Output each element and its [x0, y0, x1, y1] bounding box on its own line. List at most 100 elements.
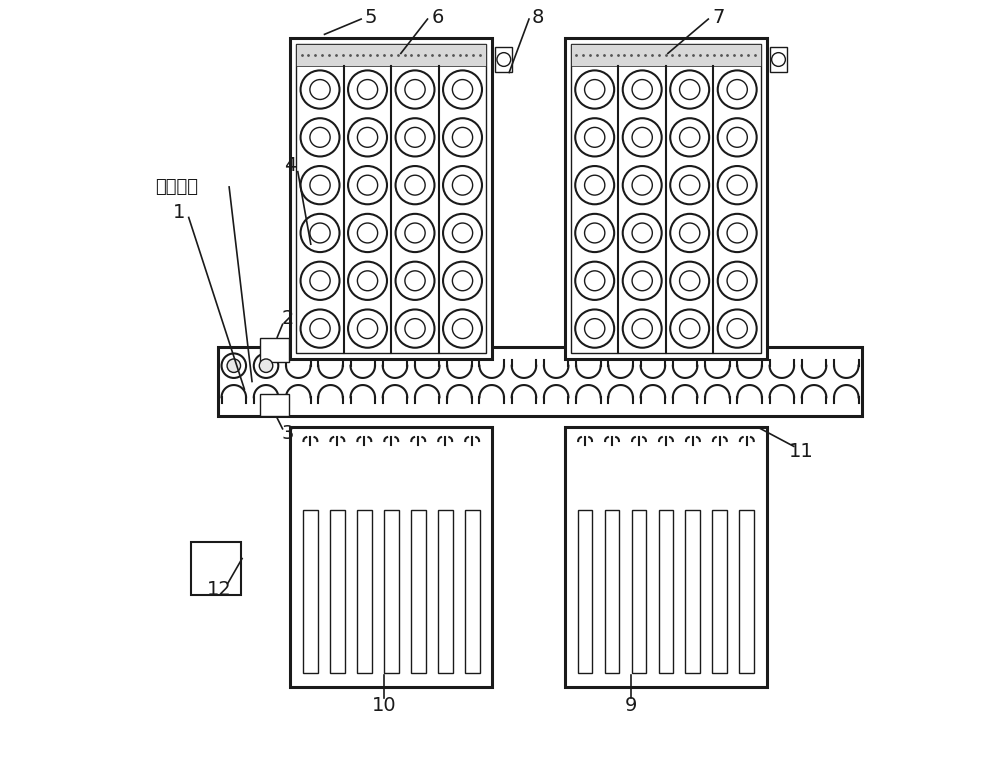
- Ellipse shape: [348, 70, 387, 108]
- Ellipse shape: [357, 175, 378, 195]
- Circle shape: [222, 353, 246, 378]
- Ellipse shape: [632, 79, 652, 99]
- Bar: [495, 47, 512, 72]
- Ellipse shape: [443, 214, 482, 252]
- Text: 12: 12: [207, 580, 232, 598]
- Bar: [296, 44, 486, 353]
- Ellipse shape: [727, 175, 747, 195]
- Ellipse shape: [670, 310, 709, 348]
- Ellipse shape: [623, 310, 662, 348]
- Ellipse shape: [348, 166, 387, 204]
- Ellipse shape: [727, 271, 747, 291]
- Circle shape: [772, 53, 785, 66]
- Ellipse shape: [310, 127, 330, 147]
- Bar: [411, 510, 426, 673]
- Ellipse shape: [357, 79, 378, 99]
- Ellipse shape: [718, 166, 757, 204]
- Ellipse shape: [357, 271, 378, 291]
- Ellipse shape: [396, 70, 434, 108]
- Ellipse shape: [623, 118, 662, 156]
- Bar: [632, 510, 646, 673]
- Ellipse shape: [310, 271, 330, 291]
- Ellipse shape: [452, 79, 473, 99]
- Ellipse shape: [443, 262, 482, 300]
- Ellipse shape: [632, 175, 652, 195]
- Bar: [191, 542, 241, 595]
- Ellipse shape: [623, 166, 662, 204]
- Circle shape: [259, 359, 273, 372]
- Ellipse shape: [680, 271, 700, 291]
- Ellipse shape: [310, 223, 330, 243]
- Bar: [712, 510, 727, 673]
- Ellipse shape: [348, 214, 387, 252]
- Ellipse shape: [405, 79, 425, 99]
- Ellipse shape: [680, 319, 700, 339]
- Ellipse shape: [670, 262, 709, 300]
- Ellipse shape: [301, 166, 340, 204]
- Bar: [303, 510, 318, 673]
- Ellipse shape: [727, 127, 747, 147]
- Ellipse shape: [452, 319, 473, 339]
- Ellipse shape: [405, 319, 425, 339]
- Ellipse shape: [310, 319, 330, 339]
- Ellipse shape: [670, 118, 709, 156]
- Ellipse shape: [443, 70, 482, 108]
- Ellipse shape: [585, 79, 605, 99]
- Ellipse shape: [632, 223, 652, 243]
- Text: 10: 10: [372, 696, 396, 714]
- Bar: [438, 510, 453, 673]
- Text: 4: 4: [284, 156, 296, 175]
- Ellipse shape: [396, 262, 434, 300]
- Text: 8: 8: [532, 8, 544, 27]
- Ellipse shape: [348, 262, 387, 300]
- Ellipse shape: [718, 214, 757, 252]
- Ellipse shape: [405, 271, 425, 291]
- Ellipse shape: [301, 262, 340, 300]
- Bar: [578, 510, 592, 673]
- Bar: [565, 38, 767, 359]
- Bar: [739, 510, 754, 673]
- Circle shape: [227, 359, 241, 372]
- Ellipse shape: [680, 223, 700, 243]
- Ellipse shape: [585, 127, 605, 147]
- Ellipse shape: [301, 70, 340, 108]
- Ellipse shape: [575, 262, 614, 300]
- Ellipse shape: [396, 166, 434, 204]
- Bar: [571, 44, 761, 353]
- Ellipse shape: [443, 118, 482, 156]
- Text: 6: 6: [431, 8, 444, 27]
- Bar: [296, 44, 486, 66]
- Text: 5: 5: [364, 8, 377, 27]
- Ellipse shape: [310, 79, 330, 99]
- Text: 2: 2: [282, 310, 294, 328]
- Bar: [384, 510, 399, 673]
- Ellipse shape: [718, 262, 757, 300]
- Bar: [330, 510, 345, 673]
- Ellipse shape: [623, 262, 662, 300]
- Ellipse shape: [680, 127, 700, 147]
- Ellipse shape: [301, 118, 340, 156]
- Ellipse shape: [443, 310, 482, 348]
- Ellipse shape: [301, 214, 340, 252]
- Bar: [685, 510, 700, 673]
- Ellipse shape: [575, 118, 614, 156]
- Bar: [290, 427, 492, 687]
- Ellipse shape: [575, 310, 614, 348]
- Ellipse shape: [452, 271, 473, 291]
- Text: 1: 1: [173, 203, 186, 221]
- Ellipse shape: [357, 319, 378, 339]
- Bar: [571, 44, 761, 66]
- Ellipse shape: [396, 214, 434, 252]
- Bar: [605, 510, 619, 673]
- Text: 11: 11: [789, 443, 814, 461]
- Text: 标本试管: 标本试管: [155, 178, 198, 196]
- Bar: [770, 47, 787, 72]
- Ellipse shape: [405, 223, 425, 243]
- Ellipse shape: [670, 214, 709, 252]
- Ellipse shape: [585, 175, 605, 195]
- Circle shape: [254, 353, 278, 378]
- Ellipse shape: [623, 70, 662, 108]
- Ellipse shape: [575, 70, 614, 108]
- Bar: [357, 510, 372, 673]
- Ellipse shape: [575, 214, 614, 252]
